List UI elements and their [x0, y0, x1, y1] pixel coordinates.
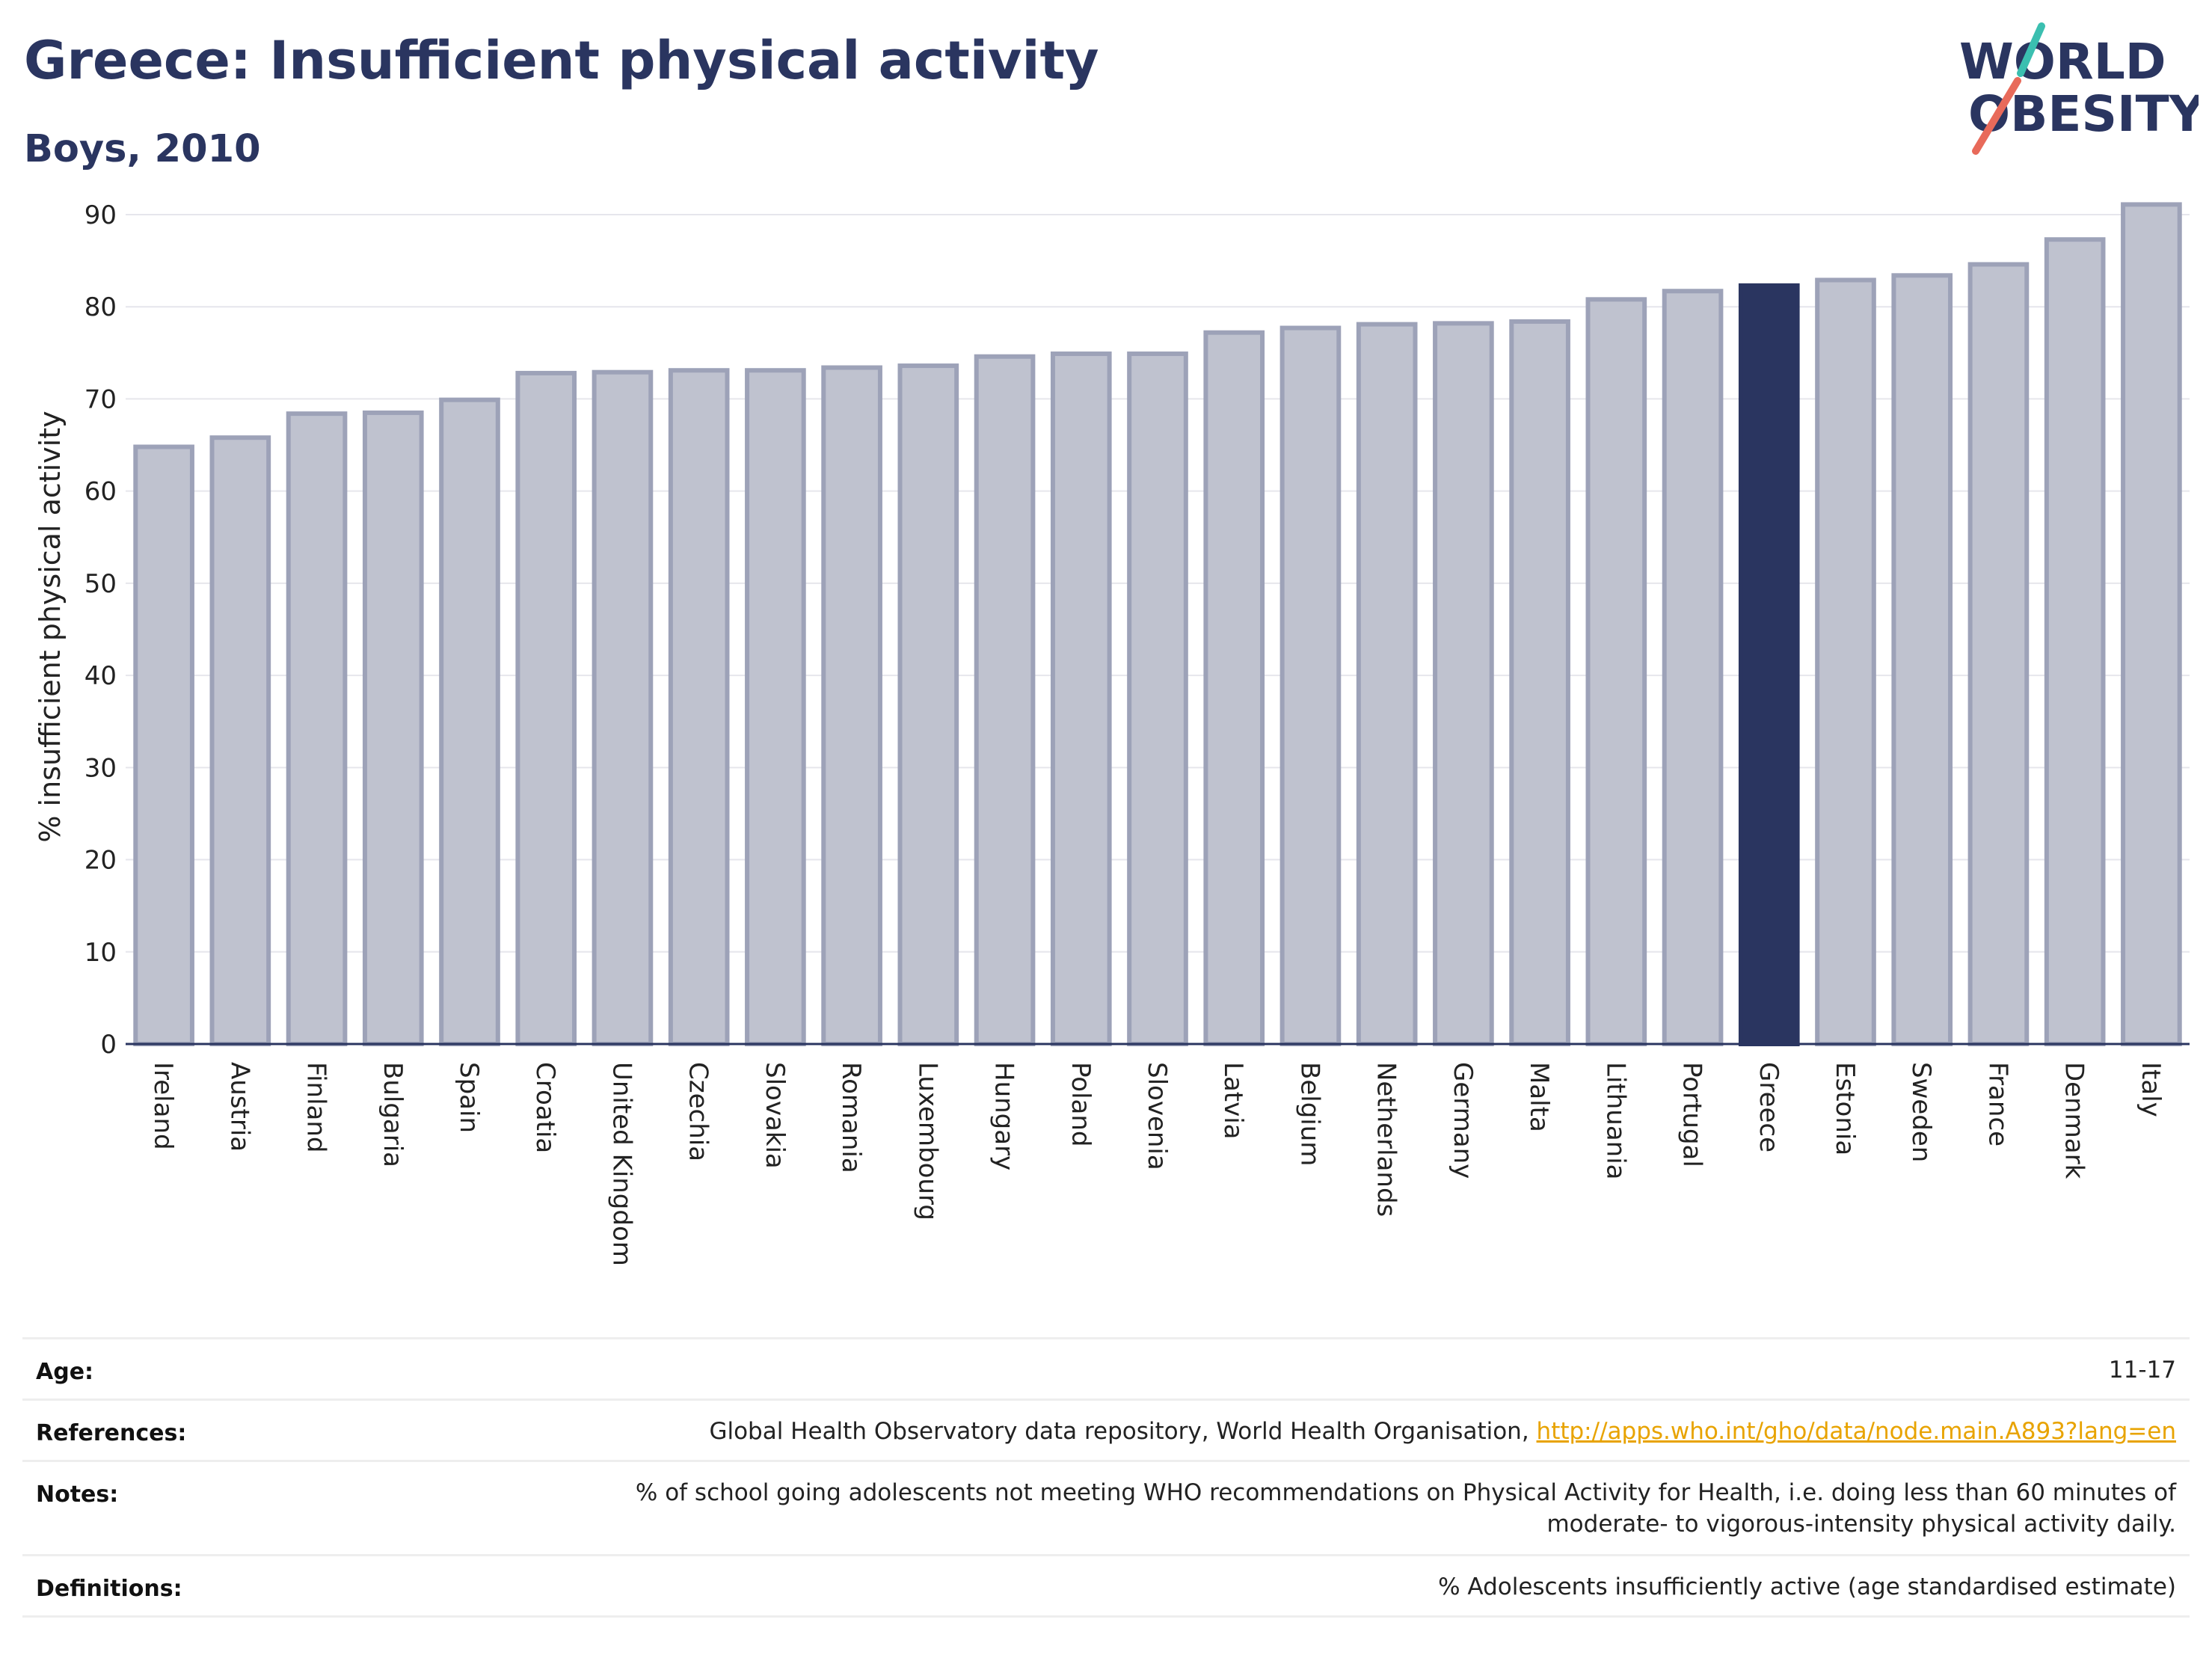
bar: [974, 354, 1036, 1046]
y-tick-label: 60: [85, 477, 117, 507]
bar: [2121, 202, 2182, 1046]
notes-value: % of school going adolescents not meetin…: [636, 1477, 2176, 1540]
age-label: Age:: [36, 1359, 94, 1385]
bar: [1127, 351, 1188, 1046]
meta-row-references: References: Global Health Observatory da…: [22, 1398, 2190, 1462]
bar: [745, 368, 806, 1046]
bar: [1509, 319, 1570, 1046]
y-tick-label: 70: [85, 384, 117, 414]
x-tick-label: Croatia: [530, 1062, 560, 1153]
y-tick-label: 20: [85, 846, 117, 876]
y-tick-label: 50: [85, 569, 117, 599]
bar: [439, 397, 500, 1046]
x-tick-label: Latvia: [1218, 1062, 1248, 1140]
x-tick-label: Finland: [301, 1062, 331, 1153]
logo-slash-teal: [2017, 22, 2045, 77]
x-tick-label: Netherlands: [1371, 1062, 1401, 1217]
x-tick-label: Austria: [224, 1062, 254, 1152]
notes-label: Notes:: [36, 1481, 119, 1508]
x-tick-label: Bulgaria: [378, 1062, 408, 1167]
world-obesity-logo: WORLD OBESITY: [1959, 22, 2199, 155]
y-tick-label: 10: [85, 938, 117, 968]
x-tick-label: Sweden: [1906, 1062, 1936, 1162]
notes-line-1: % of school going adolescents not meetin…: [635, 1479, 2176, 1506]
bar: [1891, 273, 1953, 1047]
x-tick-label: Greece: [1754, 1062, 1784, 1152]
meta-row-notes: Notes: % of school going adolescents not…: [22, 1460, 2190, 1556]
bar: [1815, 277, 1876, 1046]
bar: [1585, 297, 1647, 1046]
age-value: 11-17: [2108, 1357, 2176, 1384]
y-tick-label: 80: [85, 292, 117, 322]
bar: [1356, 322, 1418, 1046]
bar: [2044, 237, 2106, 1046]
bar: [821, 365, 882, 1046]
axes: 0 10 20 30 40 50 60 70 80 90 Ireland Austria Finland…: [85, 200, 2190, 1266]
x-tick-label: Luxembourg: [912, 1062, 942, 1220]
definitions-value: % Adolescents insufficiently active (age…: [1438, 1573, 2176, 1600]
meta-table-bottom-border: [22, 1615, 2190, 1618]
y-axis-label: % insufficient physical activity: [34, 411, 67, 842]
bar-chart: 0 10 20 30 40 50 60 70 80 90 Ireland Austria Finland…: [34, 200, 2190, 1266]
references-link[interactable]: http://apps.who.int/gho/data/node.main.A…: [1536, 1418, 2176, 1445]
bar: [515, 370, 577, 1046]
x-tick-label: Italy: [2136, 1062, 2166, 1117]
references-text: Global Health Observatory data repositor…: [709, 1418, 1537, 1445]
bar: [1662, 289, 1724, 1046]
bar: [209, 435, 271, 1046]
y-tick-label: 0: [100, 1030, 117, 1060]
x-tick-label: Malta: [1524, 1062, 1554, 1132]
bars: [133, 202, 2182, 1047]
notes-line-2: moderate- to vigorous-intensity physical…: [1546, 1511, 2176, 1538]
x-tick-label: United Kingdom: [606, 1062, 636, 1266]
x-tick-label: Spain: [454, 1062, 484, 1133]
bar: [1433, 321, 1494, 1046]
x-tick-label: Poland: [1066, 1062, 1096, 1147]
meta-row-definitions: Definitions: % Adolescents insufficientl…: [22, 1554, 2190, 1618]
y-tick-label: 90: [85, 200, 117, 230]
x-tick-label: France: [1982, 1062, 2012, 1146]
x-tick-label: Romania: [836, 1062, 866, 1173]
bar: [362, 410, 424, 1046]
logo-slash-coral: [1972, 77, 2021, 155]
page-title: Greece: Insufficient physical activity: [24, 30, 1099, 91]
bar: [592, 369, 654, 1046]
bar: [1203, 330, 1265, 1046]
bar: [897, 363, 959, 1047]
x-tick-label: Slovakia: [760, 1062, 790, 1169]
x-tick-label: Portugal: [1677, 1062, 1707, 1167]
logo-text-world: WORLD: [1959, 33, 2166, 90]
y-tick-label: 40: [85, 661, 117, 691]
bar: [1279, 325, 1342, 1047]
x-tick-label: Czechia: [683, 1062, 713, 1161]
references-value: Global Health Observatory data repositor…: [709, 1416, 2176, 1447]
x-tick-label: Belgium: [1294, 1062, 1324, 1166]
x-tick-label: Lithuania: [1600, 1062, 1630, 1179]
x-tick-label: Slovenia: [1142, 1062, 1172, 1170]
bar: [1967, 262, 2030, 1047]
x-tick-label: Estonia: [1830, 1062, 1860, 1155]
bar-highlight: [1738, 283, 1800, 1046]
x-tick-label: Denmark: [2059, 1062, 2089, 1179]
page-subtitle: Boys, 2010: [24, 127, 261, 171]
y-tick-label: 30: [85, 753, 117, 783]
x-tick-label: Ireland: [148, 1062, 178, 1150]
bar: [133, 444, 194, 1046]
bar: [286, 411, 348, 1046]
references-label: References:: [36, 1420, 187, 1446]
x-tick-label: Hungary: [989, 1062, 1019, 1170]
bar: [668, 368, 730, 1046]
x-tick-label: Germany: [1448, 1062, 1478, 1179]
definitions-label: Definitions:: [36, 1576, 182, 1602]
meta-row-age: Age: 11-17: [22, 1337, 2190, 1401]
bar: [1050, 351, 1112, 1046]
